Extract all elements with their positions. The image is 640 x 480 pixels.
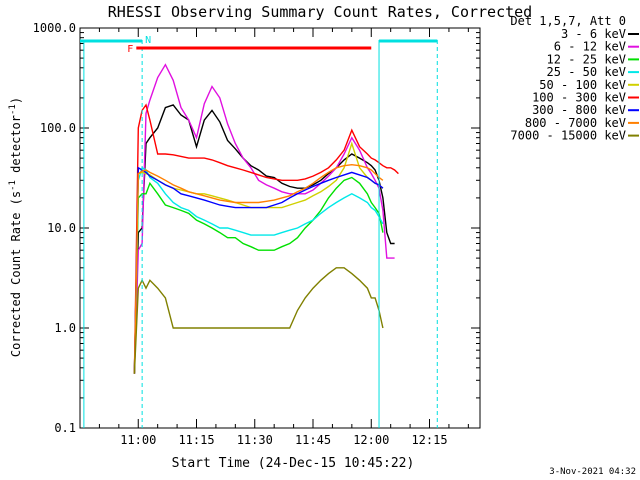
- x-axis-label: Start Time (24-Dec-15 10:45:22): [172, 456, 415, 471]
- y-tick-label: 10.0: [47, 221, 76, 235]
- series-line: [133, 104, 395, 374]
- legend-entry-label: 300 - 800 keV: [532, 103, 626, 117]
- y-tick-label: 0.1: [54, 421, 76, 435]
- night-flag-label: N: [145, 35, 151, 46]
- legend-entry-label: 6 - 12 keV: [554, 40, 626, 54]
- series-line: [133, 141, 384, 374]
- x-tick-label: 12:15: [411, 433, 447, 447]
- x-tick-label: 12:00: [353, 433, 389, 447]
- flag-bars: FN: [80, 35, 438, 428]
- legend-entry-label: 50 - 100 keV: [539, 78, 626, 92]
- flare-flag-label: F: [127, 44, 133, 55]
- y-tick-label: 1.0: [54, 321, 76, 335]
- x-tick-label: 11:15: [178, 433, 214, 447]
- series-line: [133, 166, 384, 374]
- x-tick-label: 11:00: [120, 433, 156, 447]
- x-tick-label: 11:30: [237, 433, 273, 447]
- series-line: [133, 166, 384, 374]
- y-tick-label: 1000.0: [33, 21, 76, 35]
- y-axis-label: Corrected Count Rate (s-1 detector-1): [8, 97, 23, 357]
- plot-frame: [79, 27, 481, 429]
- series-line: [133, 267, 384, 374]
- series-line: [133, 163, 384, 374]
- tick-labels: 0.1 1.0 10.0 100.0 1000.0 11:00 11:15 11:30 11:4…: [33, 21, 448, 447]
- series-line: [133, 103, 399, 374]
- legend-header: Det 1,5,7, Att 0: [510, 14, 626, 28]
- legend-entry-label: 800 - 7000 keV: [525, 116, 626, 130]
- legend-entry-label: 100 - 300 keV: [532, 91, 626, 105]
- series-line: [133, 176, 384, 374]
- legend-entry-label: 7000 - 15000 keV: [510, 129, 626, 143]
- series-lines: [133, 63, 399, 374]
- footer-date: 3-Nov-2021 04:32: [549, 467, 636, 477]
- legend-entry-label: 25 - 50 keV: [547, 65, 626, 79]
- legend-entry-label: 12 - 25 keV: [547, 52, 626, 66]
- y-tick-label: 100.0: [40, 121, 76, 135]
- legend-entry-label: 3 - 6 keV: [561, 27, 626, 41]
- x-tick-label: 11:45: [295, 433, 331, 447]
- chart-title: RHESSI Observing Summary Count Rates, Co…: [108, 3, 532, 21]
- series-line: [133, 63, 395, 374]
- axes: [79, 27, 481, 429]
